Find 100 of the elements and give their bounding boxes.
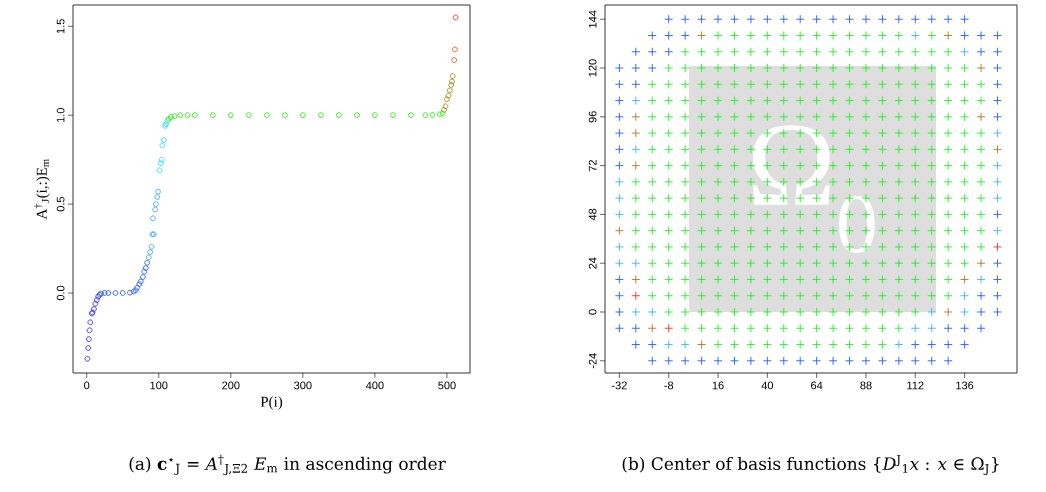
point: [664, 323, 674, 333]
point: [894, 275, 904, 284]
point: [730, 144, 739, 154]
point: [730, 193, 739, 203]
point: [209, 112, 216, 119]
point: [746, 209, 756, 219]
x-tick-label: 400: [365, 381, 384, 390]
point: [762, 79, 772, 89]
point: [779, 63, 789, 73]
point: [647, 209, 657, 219]
point: [336, 112, 342, 119]
point: [861, 307, 871, 317]
point: [993, 242, 1002, 252]
point: [184, 112, 191, 119]
point: [976, 193, 986, 203]
point: [647, 96, 657, 105]
point: [993, 144, 1002, 154]
point: [943, 161, 953, 171]
point: [795, 242, 805, 252]
y-tick-label: 96: [588, 111, 597, 123]
point: [697, 291, 707, 301]
point: [943, 128, 953, 138]
point: [697, 340, 707, 349]
point: [429, 112, 436, 118]
point: [142, 265, 149, 271]
point: [845, 291, 854, 301]
point: [845, 47, 854, 57]
point: [140, 274, 146, 280]
point: [795, 340, 805, 349]
point: [245, 112, 252, 119]
point: [177, 112, 184, 119]
point: [960, 242, 970, 252]
x-tick-label: 500: [438, 381, 456, 390]
point: [647, 144, 657, 154]
point: [795, 47, 805, 57]
point: [877, 47, 887, 57]
point: [449, 78, 455, 85]
point: [927, 47, 937, 57]
point: [795, 96, 805, 105]
point: [960, 307, 970, 317]
point: [159, 142, 166, 149]
point: [976, 226, 986, 236]
point: [746, 31, 756, 40]
point: [960, 144, 970, 154]
point: [877, 128, 887, 138]
point: [779, 31, 789, 40]
point: [960, 193, 970, 203]
point: [894, 307, 904, 317]
point: [664, 63, 674, 73]
point: [943, 144, 953, 154]
point: [697, 177, 707, 187]
point: [812, 340, 822, 349]
point: [779, 209, 789, 219]
point: [910, 323, 920, 333]
point: [877, 96, 887, 105]
point: [894, 242, 904, 252]
point: [150, 215, 156, 222]
point: [730, 226, 739, 236]
point: [894, 177, 904, 187]
point: [664, 177, 674, 187]
point: [647, 193, 657, 203]
point: [631, 258, 641, 268]
point: [795, 31, 805, 40]
y-tick-label: 1.0: [56, 108, 65, 123]
point: [680, 340, 690, 349]
point: [105, 290, 112, 296]
point: [828, 209, 838, 219]
point: [927, 96, 937, 105]
point: [730, 79, 739, 89]
point: [155, 188, 161, 195]
point: [779, 96, 789, 105]
point: [910, 177, 920, 187]
point: [614, 177, 624, 187]
point: [910, 307, 920, 317]
point: [894, 96, 904, 105]
chart-title: (a) c$^{⋆}$$_{J}$ = A$^{†}$$_{J,Ξ2}$ E$_{m}$ in ascending order: [129, 454, 446, 476]
point: [664, 144, 674, 154]
point: [664, 258, 674, 268]
point: [141, 268, 148, 275]
point: [779, 323, 789, 333]
point: [631, 242, 641, 252]
point: [976, 161, 986, 171]
point: [631, 226, 641, 236]
point: [976, 63, 986, 73]
point: [927, 112, 937, 122]
y-tick-label: 120: [588, 59, 597, 77]
point: [452, 46, 458, 53]
point: [451, 57, 458, 63]
point: [647, 226, 657, 236]
point: [845, 340, 854, 349]
point: [943, 47, 953, 57]
point: [828, 323, 838, 333]
point: [713, 161, 723, 171]
point: [877, 242, 887, 252]
point: [680, 291, 690, 301]
point: [156, 167, 163, 174]
point: [943, 291, 953, 301]
x-tick-label: -32: [611, 381, 627, 390]
point: [976, 144, 986, 154]
point: [779, 291, 789, 301]
